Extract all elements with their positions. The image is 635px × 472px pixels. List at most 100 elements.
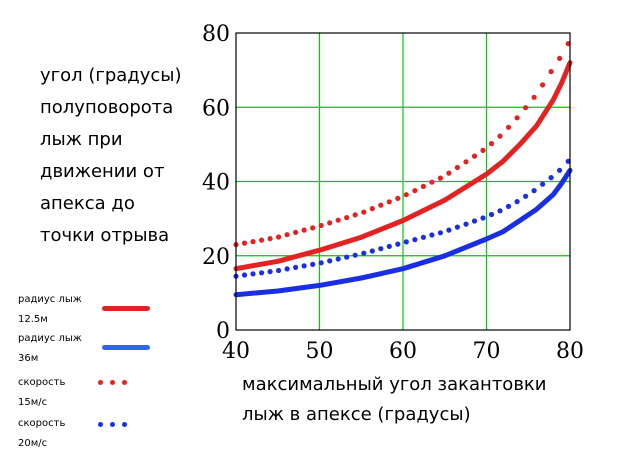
legend-item-ski-radius-36: радиус лыж 36м (18, 329, 158, 364)
data-point (250, 239, 256, 245)
legend-label: радиус лыж (18, 294, 82, 305)
data-point (548, 69, 554, 75)
legend-label: радиус лыж (18, 333, 82, 344)
data-point (540, 181, 546, 187)
data-point (480, 147, 486, 153)
data-point (267, 269, 273, 275)
data-point (454, 164, 460, 171)
data-point (446, 170, 452, 176)
data-point (293, 229, 299, 235)
legend-swatch-red-dots (98, 380, 127, 385)
data-point (318, 222, 324, 229)
data-point (540, 82, 546, 88)
data-point (514, 115, 520, 121)
grid (236, 33, 570, 330)
data-point (284, 232, 290, 238)
data-point (250, 271, 256, 277)
y-axis-label-line: лыж при (40, 129, 123, 150)
data-point (352, 252, 358, 258)
data-point (267, 236, 273, 242)
data-point (471, 218, 478, 224)
data-point (378, 202, 384, 208)
data-point (514, 199, 520, 205)
legend-item-speed-20: скорость 20м/с (18, 414, 158, 449)
data-point (352, 212, 358, 218)
series-line-0 (233, 60, 573, 272)
data-point (488, 211, 495, 218)
y-axis-label-line: движении от (40, 161, 165, 182)
data-point (386, 199, 392, 205)
data-point (335, 217, 341, 223)
data-point (284, 266, 290, 272)
data-point (318, 260, 324, 266)
legend-label: 20м/с (18, 438, 48, 449)
data-point (429, 232, 435, 238)
data-point (276, 234, 282, 240)
x-tick-label: 60 (389, 339, 417, 364)
legend-label: 15м/с (18, 397, 48, 408)
x-tick-label: 80 (556, 339, 584, 364)
y-tick-label: 20 (202, 245, 230, 270)
data-point (369, 206, 375, 212)
data-point (488, 141, 495, 147)
data-point (259, 237, 265, 243)
data-point (446, 227, 452, 233)
y-tick-label: 60 (202, 96, 230, 121)
data-point (276, 267, 282, 274)
data-point (310, 225, 316, 231)
y-tick-label: 40 (202, 171, 230, 196)
data-point (344, 254, 350, 260)
tick-labels: 40 50 60 70 80 0 20 40 60 80 (202, 22, 584, 364)
data-point (429, 179, 435, 185)
data-point (454, 224, 460, 230)
y-axis-label-line: угол (градусы) (40, 65, 182, 86)
data-point (293, 264, 299, 270)
data-point (480, 215, 486, 221)
y-axis-label: угол (градусы) полуповорота лыж при движ… (40, 60, 200, 252)
data-point (335, 256, 341, 262)
data-point (497, 208, 503, 214)
legend-item-ski-radius-12-5: радиус лыж 12.5м (18, 290, 158, 325)
data-point (361, 209, 367, 215)
data-point (369, 248, 375, 254)
data-point (241, 272, 248, 278)
legend-label: скорость (18, 418, 66, 429)
data-point (531, 94, 537, 100)
data-point (523, 105, 529, 111)
data-point (497, 133, 503, 139)
legend-swatch-blue-dots (98, 422, 127, 427)
data-point (471, 153, 478, 159)
data-point (301, 263, 307, 269)
data-point (395, 241, 401, 247)
data-point (395, 195, 401, 201)
data-point (523, 193, 529, 199)
data-point (241, 240, 248, 246)
data-point (420, 234, 426, 240)
data-point (327, 258, 333, 264)
legend-label: 12.5м (18, 314, 48, 325)
data-point (378, 246, 384, 252)
data-point (505, 124, 512, 130)
data-point (259, 270, 265, 276)
legend-label: 36м (18, 353, 39, 364)
y-axis-label-line: точки отрыва (40, 225, 170, 246)
data-point (420, 183, 426, 189)
x-tick-label: 50 (306, 339, 334, 364)
x-axis-label-line: лыж в апексе (градусы) (242, 404, 471, 425)
data-point (437, 175, 443, 181)
data-point (437, 230, 443, 236)
y-axis-label-line: апекса до (40, 193, 135, 214)
data-point (463, 221, 469, 227)
y-tick-label: 0 (216, 319, 230, 344)
data-point (310, 261, 316, 267)
data-point (361, 250, 367, 256)
series-line-1 (233, 167, 573, 298)
data-point (403, 192, 409, 198)
legend-label: скорость (18, 377, 66, 388)
data-point (505, 203, 512, 209)
y-axis-label-line: полуповорота (40, 97, 174, 118)
data-point (548, 175, 554, 181)
x-tick-label: 40 (222, 339, 250, 364)
x-axis-label: максимальный угол закантовки лыж в апекс… (242, 370, 622, 430)
